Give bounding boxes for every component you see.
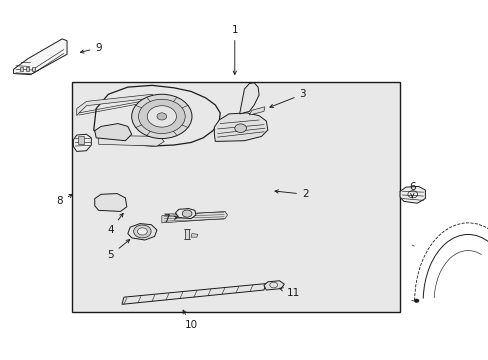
Text: 7: 7	[163, 214, 177, 224]
Circle shape	[157, 113, 166, 120]
Text: 2: 2	[274, 189, 308, 199]
Circle shape	[138, 99, 185, 134]
Polygon shape	[95, 123, 131, 141]
Text: 5: 5	[107, 239, 129, 260]
Polygon shape	[26, 67, 29, 71]
Text: 6: 6	[408, 182, 415, 198]
Circle shape	[133, 225, 151, 238]
Circle shape	[182, 210, 192, 217]
Polygon shape	[162, 211, 227, 223]
Circle shape	[137, 228, 147, 235]
Polygon shape	[249, 107, 264, 115]
Bar	[72, 82, 399, 312]
Text: 9: 9	[80, 43, 102, 53]
Polygon shape	[191, 234, 198, 237]
Polygon shape	[175, 208, 196, 219]
Polygon shape	[399, 186, 425, 203]
Text: 3: 3	[269, 89, 305, 108]
Polygon shape	[14, 39, 67, 75]
Polygon shape	[78, 136, 84, 144]
Polygon shape	[77, 94, 154, 116]
Polygon shape	[239, 83, 259, 114]
Polygon shape	[94, 85, 220, 146]
Polygon shape	[264, 281, 284, 290]
Circle shape	[234, 124, 246, 132]
Polygon shape	[185, 229, 188, 239]
Circle shape	[147, 106, 176, 127]
Polygon shape	[31, 67, 35, 71]
Polygon shape	[99, 135, 164, 146]
Polygon shape	[214, 113, 267, 141]
Text: 8: 8	[56, 194, 72, 206]
Circle shape	[413, 299, 418, 302]
Text: 10: 10	[183, 310, 197, 330]
Polygon shape	[73, 134, 91, 152]
Polygon shape	[127, 224, 157, 240]
Text: 4: 4	[107, 213, 123, 235]
Text: 11: 11	[279, 288, 299, 297]
Text: 1: 1	[231, 25, 238, 75]
Polygon shape	[20, 67, 23, 71]
Polygon shape	[122, 284, 265, 304]
Circle shape	[131, 94, 192, 139]
Polygon shape	[95, 194, 126, 211]
